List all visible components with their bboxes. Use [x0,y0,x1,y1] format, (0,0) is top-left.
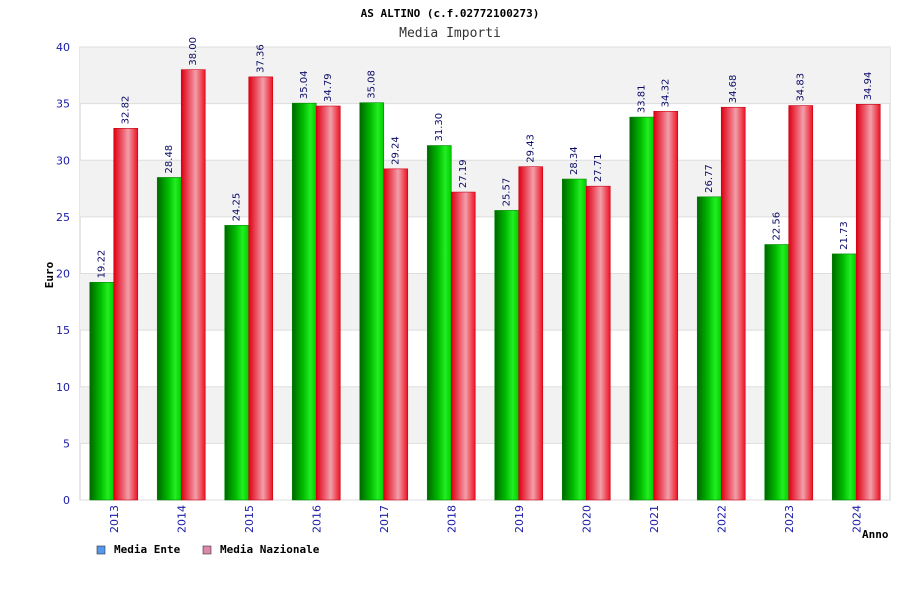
y-tick-label: 35 [56,98,70,111]
x-tick-label: 2016 [310,505,323,533]
y-axis-ticks: 0 5 10 15 20 25 30 35 40 [56,41,70,507]
legend-swatch-media-ente [96,545,106,555]
x-tick-label: 2021 [648,505,661,533]
bar-2014-media-nazionale [180,69,206,501]
bar-2013-media-ente [89,282,115,501]
data-label: 35.04 [299,71,310,100]
bar-2021-media-nazionale [653,111,679,501]
y-tick-label: 10 [56,381,70,394]
chart-subtitle: Media Importi [399,26,501,41]
legend: Media Ente Media Nazionale [96,543,320,556]
legend-label-media-nazionale: Media Nazionale [220,543,320,556]
data-label: 34.94 [863,72,874,101]
bar-2020-media-nazionale [585,185,611,501]
x-tick-label: 2022 [715,505,728,533]
data-labels: 19.22 32.82 28.48 38.00 24.25 37.36 35.04 34.79… [97,37,875,278]
y-tick-label: 5 [63,437,70,450]
x-tick-label: 2020 [580,505,593,533]
data-label: 22.56 [772,212,783,241]
data-label: 27.71 [593,154,604,183]
gridlines [80,46,890,501]
bar-2017-media-nazionale [383,168,409,501]
x-axis-title: Anno [862,528,889,541]
bar-2019-media-ente [494,210,520,501]
data-label: 34.79 [323,73,334,102]
x-tick-label: 2014 [175,505,188,533]
legend-swatch-media-nazionale [202,545,212,555]
data-label: 28.34 [569,146,580,175]
x-axis-ticks: 2013 2014 2015 2016 2017 2018 2019 2020 2021 2022… [108,505,864,533]
y-axis-title: Euro [43,261,56,288]
plot-band [80,273,890,331]
bar-2015-media-nazionale [248,76,274,501]
data-label: 28.48 [164,145,175,174]
bars [89,69,881,501]
x-tick-label: 2018 [445,505,458,533]
plot-band [80,160,890,217]
x-tick-label: 2019 [513,505,526,533]
bar-2017-media-ente [359,102,385,501]
plot-band [80,386,890,444]
x-tick-label: 2023 [783,505,796,533]
bar-2020-media-ente [561,178,587,501]
bar-2021-media-ente [629,116,655,501]
data-label: 31.30 [434,113,445,142]
data-label: 19.22 [97,250,108,279]
y-tick-label: 15 [56,324,70,337]
data-label: 24.25 [232,193,243,222]
plot-band [80,47,890,104]
y-tick-label: 30 [56,154,70,167]
y-tick-label: 25 [56,211,70,224]
bar-2023-media-nazionale [788,105,814,501]
data-label: 27.19 [458,159,469,188]
y-tick-label: 20 [56,268,70,281]
bar-2022-media-nazionale [720,106,746,501]
bar-2013-media-nazionale [113,128,139,501]
bar-2014-media-ente [156,177,182,501]
data-label: 37.36 [256,44,267,73]
bar-2023-media-ente [764,244,790,501]
chart-title: AS ALTINO (c.f.02772100273) [361,7,540,20]
y-tick-label: 0 [63,494,70,507]
data-label: 38.00 [188,37,199,66]
x-tick-label: 2013 [108,505,121,533]
bar-2022-media-ente [696,196,722,501]
bar-2016-media-ente [291,102,317,501]
bar-2016-media-nazionale [315,105,341,501]
data-label: 33.81 [637,84,648,113]
data-label: 29.24 [391,136,402,165]
data-label: 25.57 [502,178,513,207]
data-label: 34.83 [796,73,807,102]
y-tick-label: 40 [56,41,70,54]
data-label: 34.32 [661,79,672,108]
data-label: 26.77 [704,164,715,193]
x-tick-label: 2015 [243,505,256,533]
x-tick-label: 2017 [378,505,391,533]
bar-2018-media-ente [426,145,452,501]
data-label: 35.08 [367,70,378,99]
bar-2024-media-ente [831,253,857,501]
legend-label-media-ente: Media Ente [114,543,181,556]
bar-2024-media-nazionale [855,104,881,501]
x-tick-label: 2024 [850,505,863,533]
bar-2019-media-nazionale [518,166,544,501]
data-label: 34.68 [728,75,739,104]
data-label: 32.82 [121,96,132,125]
data-label: 21.73 [839,221,850,250]
data-label: 29.43 [526,134,537,163]
bar-2015-media-ente [224,225,250,501]
bar-2018-media-nazionale [450,191,476,501]
